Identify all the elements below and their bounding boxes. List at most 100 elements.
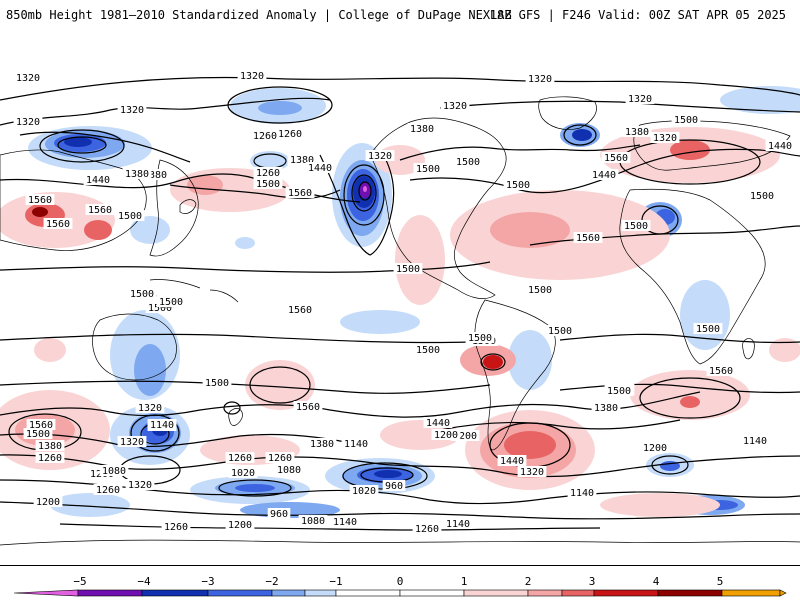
contour-label-text: 1260 xyxy=(164,522,188,533)
contour-label-background xyxy=(573,232,603,243)
contour-label: 1200 xyxy=(640,442,670,454)
contour-label-background xyxy=(285,304,315,315)
contour-label: 1260 xyxy=(412,523,442,535)
anomaly-positive xyxy=(504,431,556,459)
contour-label: 1560 xyxy=(26,419,56,431)
contour-label-background xyxy=(117,436,147,447)
contour-line xyxy=(559,333,800,344)
contour-label-text: 1440 xyxy=(426,418,450,429)
contour-label-background xyxy=(625,93,655,104)
contour-label: 1440 xyxy=(765,140,795,152)
anomaly-positive xyxy=(769,338,800,362)
contour-label-text: 1260 xyxy=(228,453,252,464)
colorbar-tick-label: 5 xyxy=(717,575,724,588)
anomaly-positive xyxy=(600,493,720,517)
contour-label-text: 1320 xyxy=(443,101,467,112)
coastline-north-america xyxy=(369,117,507,299)
contour-label-text: 1560 xyxy=(46,219,70,230)
anomaly-positive xyxy=(187,175,223,195)
coastline-asia-west xyxy=(0,149,147,251)
contour-label-text: 1200 xyxy=(228,520,252,531)
contour-label-background xyxy=(412,523,442,534)
anomaly-negative xyxy=(50,493,130,517)
contour-label-text: 1140 xyxy=(150,420,174,431)
contour-label-background xyxy=(253,167,283,178)
contour-label-background xyxy=(365,150,395,161)
contour-label: 1200 xyxy=(450,430,480,442)
contour-label-text: 1140 xyxy=(570,488,594,499)
anomaly-negative xyxy=(374,470,402,478)
contour-label-background xyxy=(589,169,619,180)
contour-label: 1140 xyxy=(147,419,177,431)
contour-label-background xyxy=(237,70,267,81)
contour-label-background xyxy=(85,204,115,215)
colorbar-tick-label: 3 xyxy=(589,575,596,588)
colorbar-swatch xyxy=(77,589,143,597)
contour-label-background xyxy=(431,429,461,440)
colorbar-swatch xyxy=(463,589,529,597)
contour-label-background xyxy=(604,385,634,396)
contour-label: 1080 xyxy=(99,465,129,477)
anomaly-positive xyxy=(395,215,445,305)
contour-label-text: 1380 xyxy=(38,441,62,452)
colorbar-tick-label: −2 xyxy=(265,575,278,588)
contour-label-background xyxy=(147,419,177,430)
contour-label-text: 1200 xyxy=(434,430,458,441)
contour-label-background xyxy=(453,156,483,167)
contour-label: 1560 xyxy=(706,365,736,377)
contour-label-background xyxy=(650,132,680,143)
colorbar-swatch xyxy=(593,589,659,597)
anomaly-negative xyxy=(363,186,367,192)
contour-label: 1260 xyxy=(250,130,280,142)
colorbar-tick-label: −3 xyxy=(201,575,214,588)
contour-label-background xyxy=(122,168,152,179)
contour-label: 1500 xyxy=(156,296,186,308)
colorbar-tick-labels: −5 −4 −3 −2 −1 0 1 2 3 4 5 xyxy=(73,575,723,588)
contour-label: 960 xyxy=(382,480,406,492)
contour-label-background xyxy=(13,72,43,83)
contour-label-background xyxy=(567,487,597,498)
contour-label-text: 1140 xyxy=(743,436,767,447)
contour-label-text: 1200 xyxy=(643,443,667,454)
contour-label-text: 1500 xyxy=(130,289,154,300)
contour-line xyxy=(358,181,372,201)
contour-label-text: 1140 xyxy=(333,517,357,528)
contour-label-background xyxy=(93,484,123,495)
contour-line xyxy=(0,433,361,448)
contour-label-text: 1440 xyxy=(592,170,616,181)
contour-label-text: 1200 xyxy=(36,497,60,508)
contour-label-background xyxy=(161,521,191,532)
anomaly-negative xyxy=(130,216,170,244)
contour-line xyxy=(169,184,341,199)
contour-label-text: 1080 xyxy=(102,466,126,477)
contour-label: 1380 xyxy=(622,126,652,138)
contour-label-text: 1500 xyxy=(456,157,480,168)
contour-label: 1320 xyxy=(117,104,147,116)
coastline-antarctica xyxy=(0,539,800,546)
contour-label-text: 960 xyxy=(270,509,288,520)
contour-label-background xyxy=(747,190,777,201)
contour-label-background xyxy=(591,402,621,413)
contour-label-text: 1560 xyxy=(288,305,312,316)
contour-line xyxy=(0,261,491,273)
contour-label-text: 1500 xyxy=(159,297,183,308)
contour-label-text: 1380 xyxy=(310,439,334,450)
contour-label-text: 1500 xyxy=(528,285,552,296)
contour-label-text: 1260 xyxy=(96,485,120,496)
coastline-asia-east xyxy=(149,159,199,257)
anomaly-positive xyxy=(245,360,315,410)
contour-label-background xyxy=(307,438,337,449)
contour-label-text: 1500 xyxy=(396,264,420,275)
contour-line xyxy=(399,144,641,161)
colorbar-tick-label: 2 xyxy=(525,575,532,588)
colorbar-tick-label: 4 xyxy=(653,575,660,588)
colorbar-tick-label: 0 xyxy=(397,575,404,588)
contour-label-background xyxy=(407,123,437,134)
contour-label-background xyxy=(622,126,652,137)
contour-label-background xyxy=(23,428,53,439)
contour-label-background xyxy=(33,496,63,507)
contour-label: 1500 xyxy=(545,325,575,337)
colorbar-swatch xyxy=(399,589,465,597)
contour-label-background xyxy=(99,465,129,476)
